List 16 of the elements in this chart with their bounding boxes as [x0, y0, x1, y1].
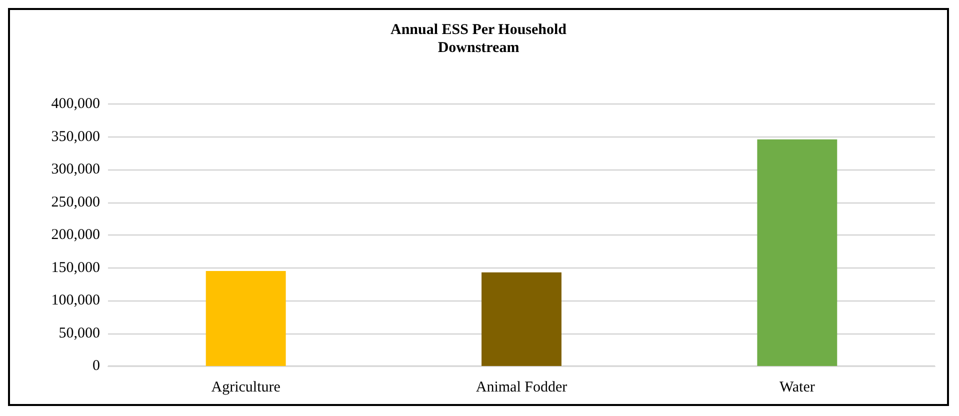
y-tick-label: 50,000	[58, 325, 100, 342]
chart-title: Annual ESS Per Household Downstream	[390, 22, 568, 56]
x-tick-label: Animal Fodder	[476, 380, 568, 396]
y-tick-label: 200,000	[51, 227, 100, 243]
bar	[757, 139, 838, 366]
x-tick-label: Water	[779, 380, 815, 396]
y-tick-label: 0	[92, 358, 100, 374]
y-tick-label: 150,000	[51, 260, 100, 276]
bar	[482, 272, 562, 366]
x-tick-label: Agriculture	[211, 380, 281, 396]
y-tick-label: 300,000	[51, 162, 100, 178]
y-tick-label: 250,000	[51, 194, 100, 210]
y-tick-label: 350,000	[51, 128, 100, 145]
y-tick-label: 400,000	[51, 96, 100, 112]
bar	[206, 271, 286, 366]
y-tick-label: 100,000	[51, 292, 100, 308]
